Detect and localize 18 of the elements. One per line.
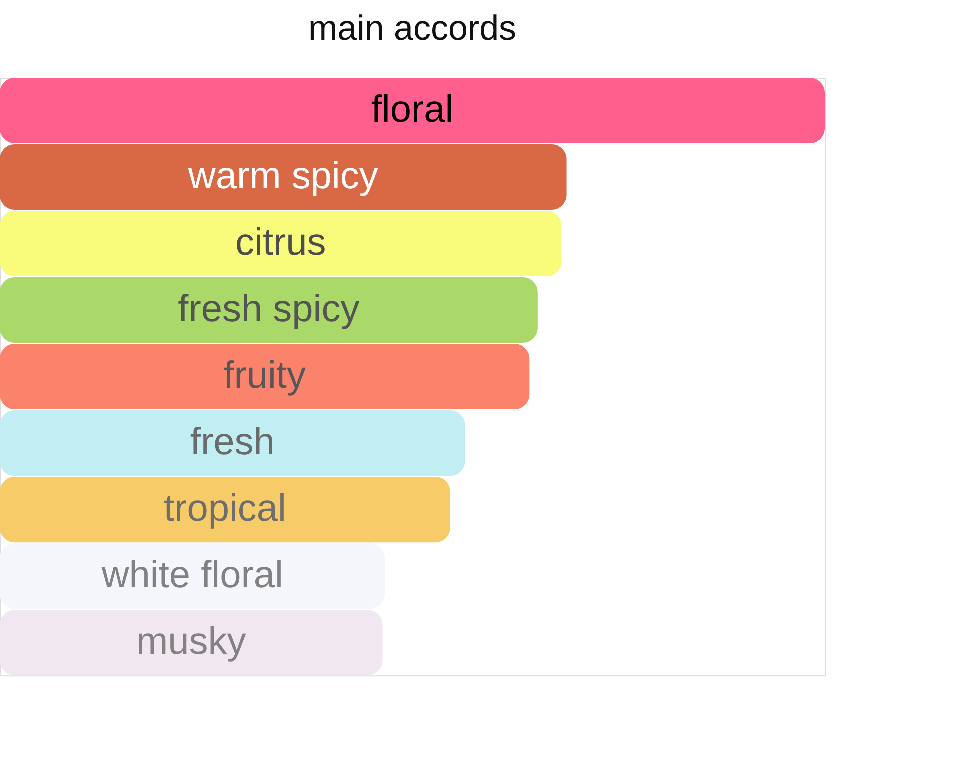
y-tick-label: citrus (236, 222, 326, 264)
bar (0, 410, 466, 476)
y-tick-label: white floral (100, 554, 284, 596)
bar (0, 278, 538, 344)
bar (0, 344, 530, 410)
y-tick-label: fresh (190, 421, 275, 464)
bar (0, 144, 567, 210)
bar (0, 477, 450, 543)
bar (0, 78, 825, 144)
y-tick-label: fresh spicy (178, 288, 360, 330)
y-tick-label: floral (371, 88, 454, 131)
y-tick-label: musky (136, 620, 246, 663)
y-tick-label: warm spicy (187, 155, 378, 198)
bar (0, 610, 383, 676)
bar (0, 211, 562, 277)
chart-title: main accords (308, 9, 517, 48)
y-tick-label: tropical (164, 488, 286, 530)
y-tick-label: fruity (224, 354, 306, 397)
